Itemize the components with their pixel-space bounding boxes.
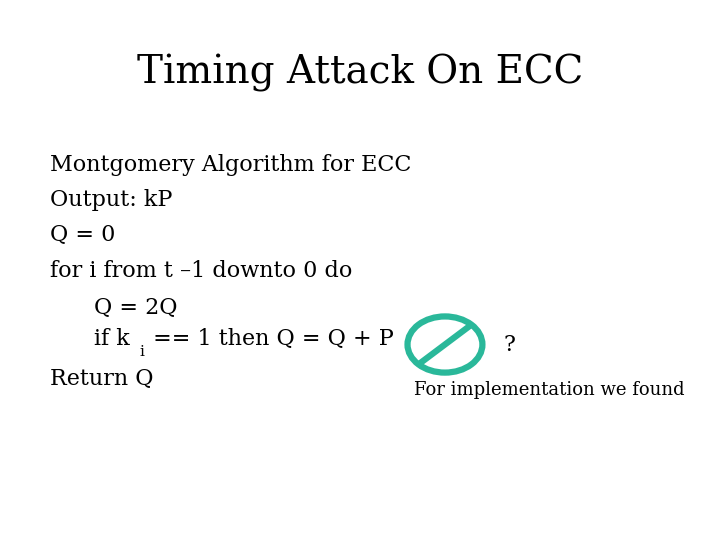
Text: ?: ? bbox=[504, 334, 516, 355]
Text: For implementation we found: For implementation we found bbox=[414, 381, 685, 399]
Text: Q = 0: Q = 0 bbox=[50, 224, 116, 246]
Text: Timing Attack On ECC: Timing Attack On ECC bbox=[137, 54, 583, 92]
Text: i: i bbox=[140, 346, 145, 360]
Text: if k: if k bbox=[94, 328, 130, 349]
Text: Return Q: Return Q bbox=[50, 368, 154, 390]
Text: Montgomery Algorithm for ECC: Montgomery Algorithm for ECC bbox=[50, 154, 412, 176]
Text: == 1 then Q = Q + P: == 1 then Q = Q + P bbox=[146, 328, 394, 349]
Text: Output: kP: Output: kP bbox=[50, 189, 173, 211]
Text: for i from t –1 downto 0 do: for i from t –1 downto 0 do bbox=[50, 260, 353, 282]
Circle shape bbox=[410, 319, 480, 370]
Text: Q = 2Q: Q = 2Q bbox=[94, 297, 177, 319]
Polygon shape bbox=[425, 325, 465, 345]
